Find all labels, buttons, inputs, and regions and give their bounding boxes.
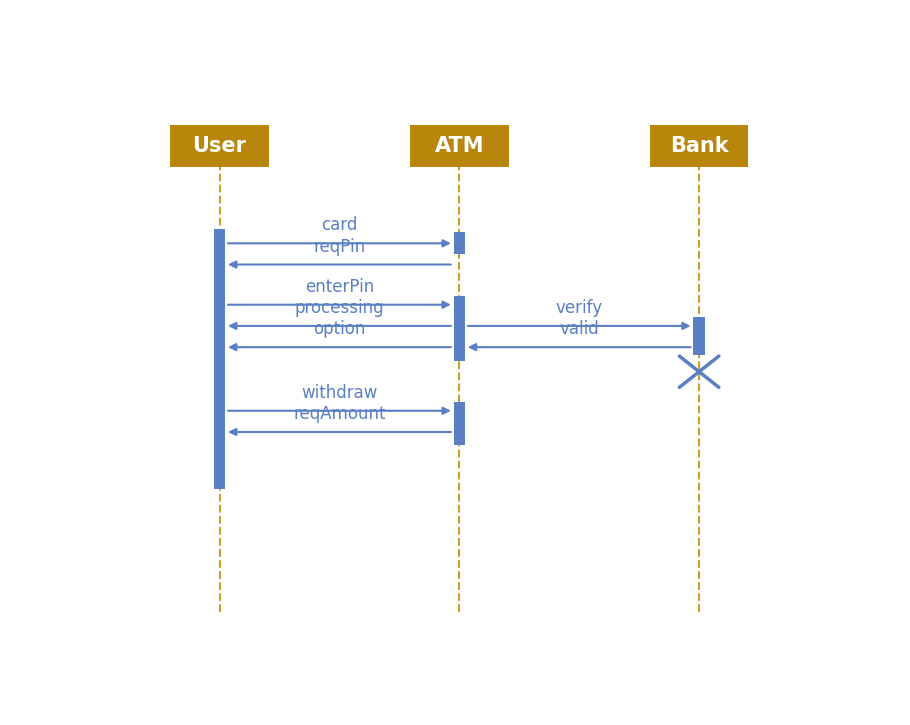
Text: ATM: ATM: [435, 136, 484, 156]
Text: processing: processing: [295, 299, 384, 317]
Text: User: User: [193, 136, 247, 156]
Text: option: option: [313, 320, 366, 338]
Text: valid: valid: [560, 320, 599, 338]
FancyBboxPatch shape: [454, 297, 465, 360]
Text: Bank: Bank: [670, 136, 728, 156]
FancyBboxPatch shape: [454, 402, 465, 445]
Text: withdraw: withdraw: [301, 384, 378, 402]
FancyBboxPatch shape: [410, 125, 509, 167]
FancyBboxPatch shape: [650, 125, 748, 167]
Text: card: card: [321, 216, 358, 234]
FancyBboxPatch shape: [693, 317, 704, 355]
FancyBboxPatch shape: [454, 232, 465, 254]
Text: reqAmount: reqAmount: [293, 405, 386, 423]
Text: verify: verify: [556, 299, 602, 317]
FancyBboxPatch shape: [170, 125, 269, 167]
FancyBboxPatch shape: [214, 229, 225, 489]
Text: enterPin: enterPin: [305, 278, 374, 296]
Text: reqPin: reqPin: [313, 238, 366, 256]
